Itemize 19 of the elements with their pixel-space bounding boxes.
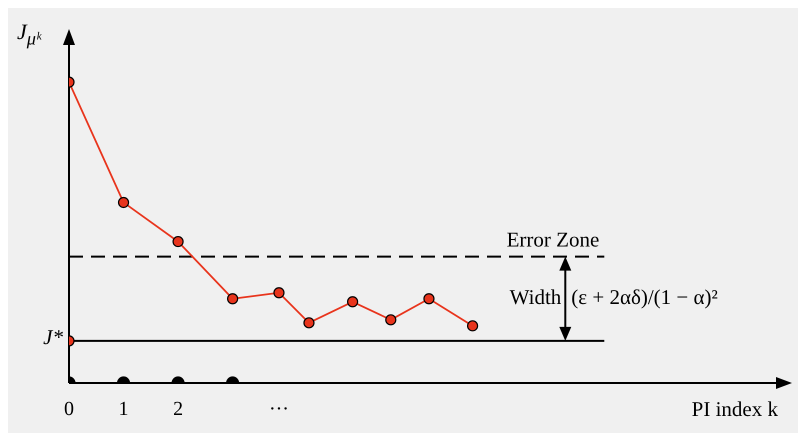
annotation: Width [510,284,562,310]
point [423,293,435,304]
point [172,236,184,248]
annotation: J* [42,324,63,350]
x-axis-title: PI index k [692,397,778,422]
point [227,293,238,304]
ref-line-label: Error Zone [506,228,600,252]
point [273,287,285,298]
y-axis-title: J$_{μᵏ}$ [17,19,42,50]
x-tick-label: 0 [64,398,74,420]
x-tick-label: 1 [118,398,129,420]
x-tick-label: ··· [268,398,289,420]
x-tick-label: 2 [173,398,184,420]
point [118,196,130,208]
point [466,320,478,332]
annotation: (ε + 2αδ)/(1 − α)² [571,284,718,310]
point [347,296,358,308]
point [385,314,396,326]
point [303,317,315,328]
